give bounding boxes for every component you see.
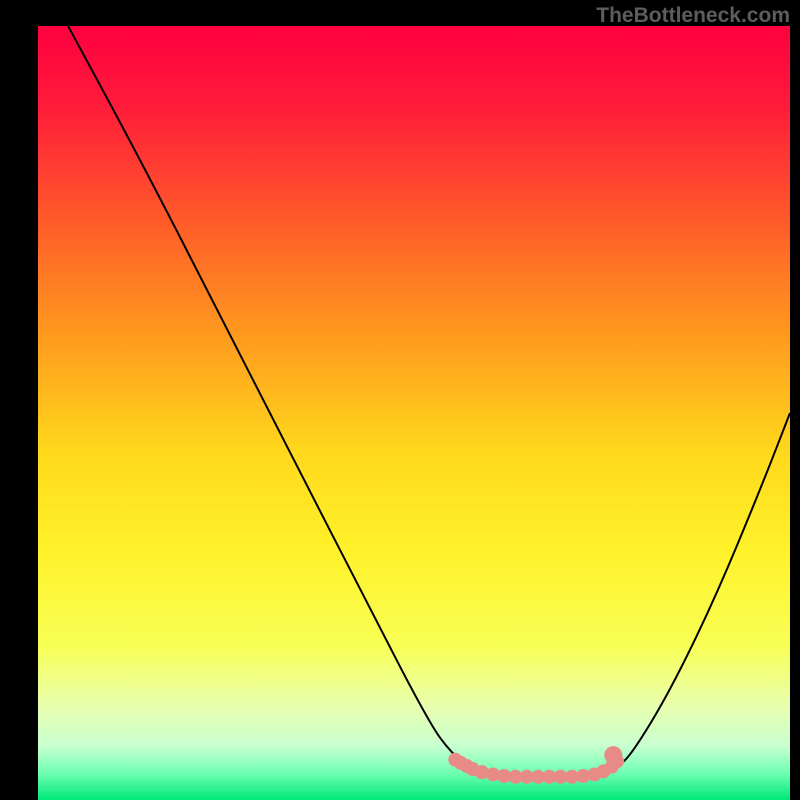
chart-svg [38, 26, 790, 800]
highlight-marker [604, 746, 622, 764]
plot-area [38, 26, 790, 800]
attribution-text: TheBottleneck.com [596, 4, 790, 28]
chart-container: TheBottleneck.com [0, 0, 800, 800]
